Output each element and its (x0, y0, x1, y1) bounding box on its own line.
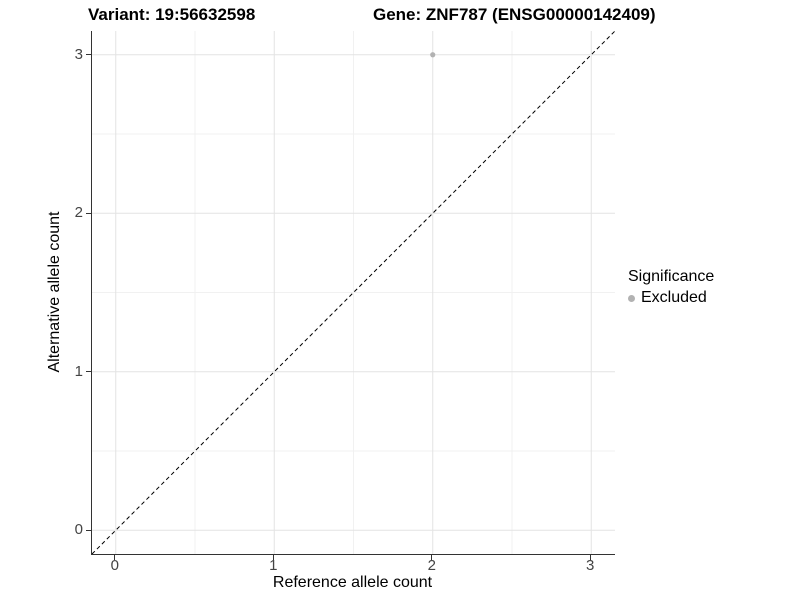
plot-canvas (92, 31, 615, 554)
legend-item-label: Excluded (641, 289, 707, 306)
x-tick-label: 0 (110, 557, 119, 574)
legend-point-icon (628, 294, 635, 302)
legend-title: Significance (628, 268, 715, 285)
y-tick-mark (86, 212, 91, 214)
y-tick-label: 0 (74, 521, 83, 539)
x-tick-mark (272, 555, 274, 560)
y-tick-label: 1 (74, 362, 83, 380)
legend: Significance Excluded (628, 268, 714, 307)
x-tick-label: 1 (269, 557, 278, 574)
x-tick-mark (589, 555, 591, 560)
y-tick-mark (86, 54, 91, 56)
x-tick-label: 2 (427, 557, 436, 574)
plot-panel (91, 31, 615, 555)
x-axis-title: Reference allele count (272, 574, 433, 591)
y-tick-mark (86, 529, 91, 531)
legend-items: Excluded (628, 289, 714, 307)
x-tick-mark (431, 555, 433, 560)
gene-title: Gene: ZNF787 (ENSG00000142409) (373, 5, 656, 24)
data-point (430, 52, 436, 58)
x-tick-mark (114, 555, 116, 560)
y-tick-label: 2 (74, 204, 83, 222)
x-tick-label: 3 (586, 557, 595, 574)
y-tick-mark (86, 371, 91, 373)
variant-title: Variant: 19:56632598 (88, 5, 256, 24)
y-axis-title: Alternative allele count (46, 211, 63, 373)
legend-item: Excluded (628, 289, 714, 307)
y-tick-label: 3 (74, 45, 83, 63)
identity-dashed-line (92, 31, 615, 554)
